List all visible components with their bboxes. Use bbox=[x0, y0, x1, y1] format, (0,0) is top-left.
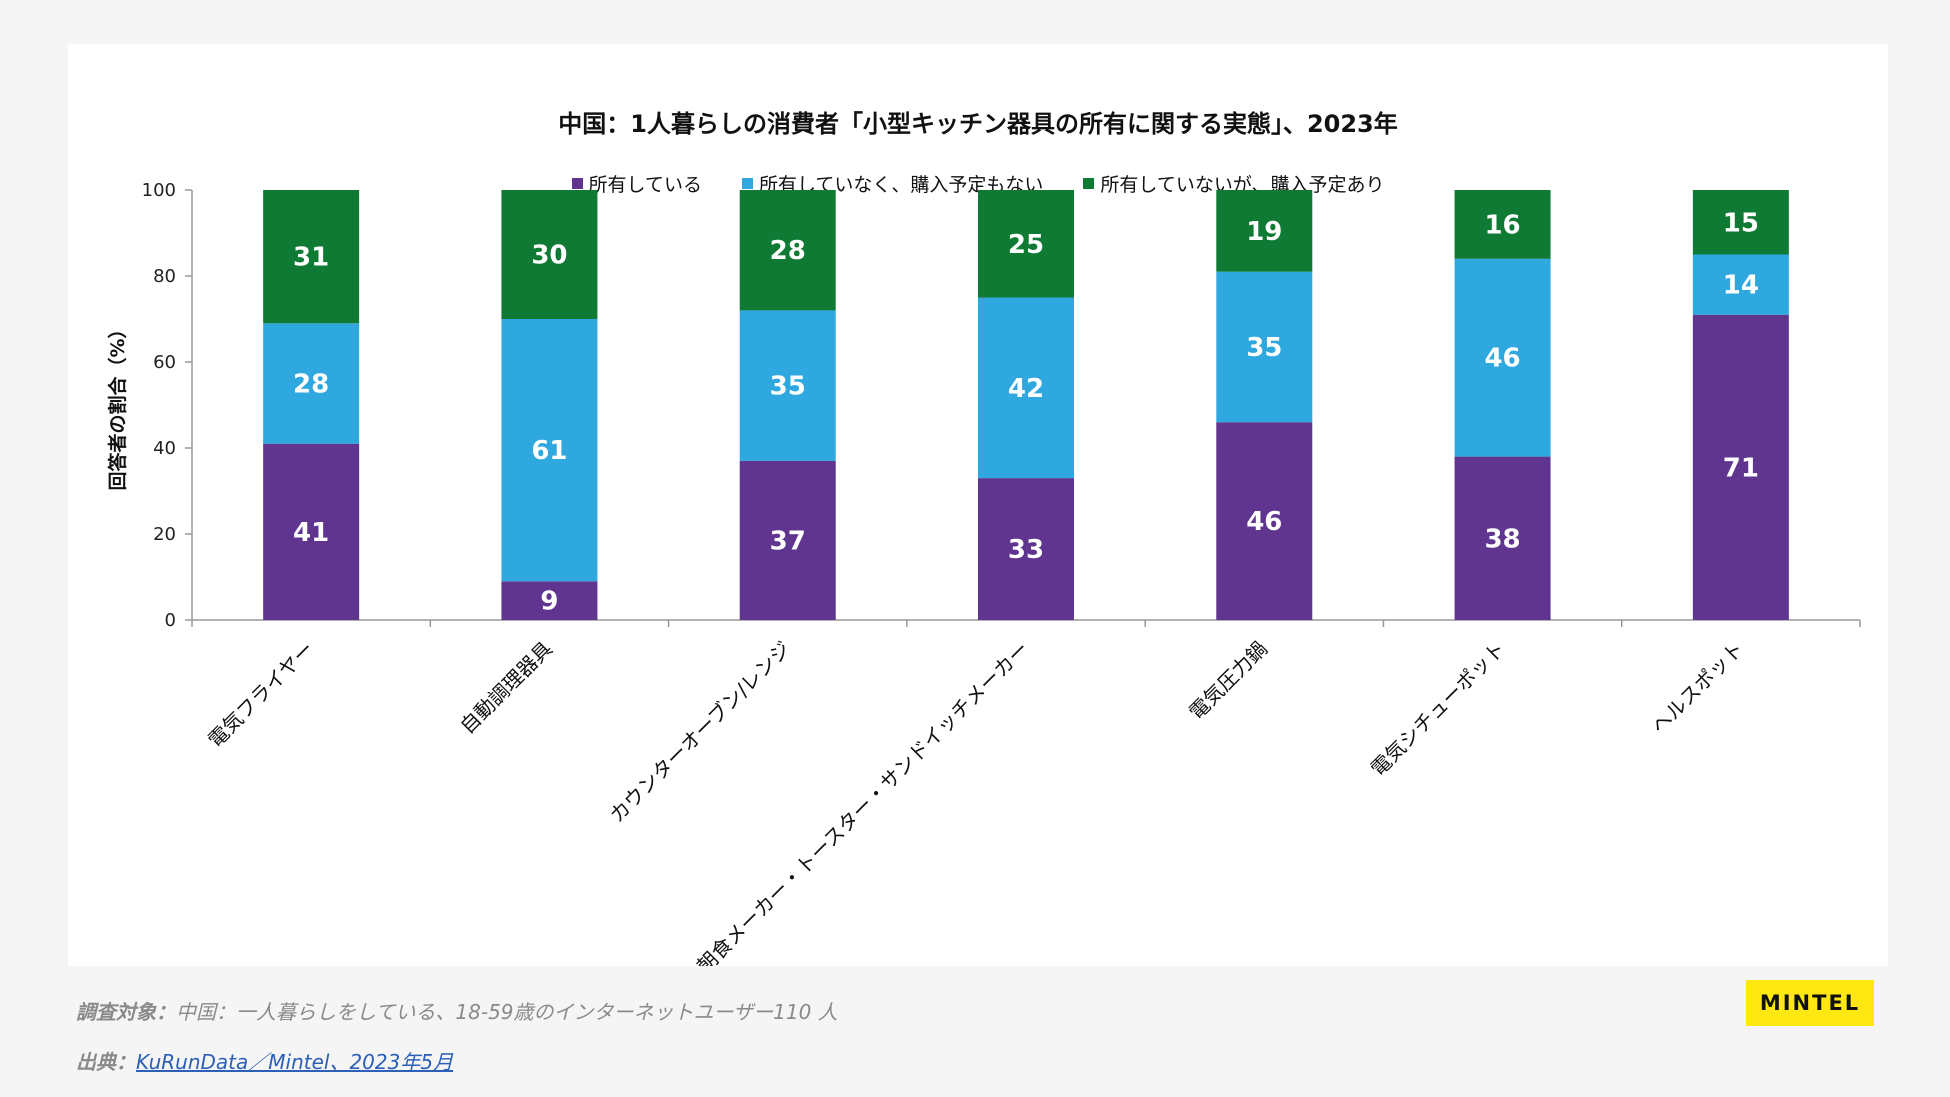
bar-segment bbox=[1216, 190, 1313, 272]
data-label: 61 bbox=[531, 436, 567, 466]
bar-segment bbox=[263, 190, 360, 324]
data-label: 25 bbox=[1008, 230, 1044, 260]
source-label: 出典： bbox=[76, 1050, 136, 1074]
stacked-bar-chart: 0 20 40 60 80 100 回答者の割合（%） 41 28 31 電気フライヤー 9 61 30 自… bbox=[106, 180, 1861, 966]
x-category-label: 自動調理器具 bbox=[455, 637, 557, 739]
data-label: 19 bbox=[1246, 217, 1282, 247]
legend-label-not-owned-plan: 所有していないが、購入予定あり bbox=[1100, 174, 1385, 196]
chart-card: 中国：1人暮らしの消費者「小型キッチン器具の所有に関する実態」、2023年 所有… bbox=[68, 44, 1888, 966]
data-label: 9 bbox=[540, 587, 558, 617]
chart-title: 中国：1人暮らしの消費者「小型キッチン器具の所有に関する実態」、2023年 bbox=[558, 110, 1398, 138]
data-label: 15 bbox=[1723, 208, 1759, 238]
legend-swatch-not-owned-plan bbox=[1083, 178, 1095, 189]
data-label: 30 bbox=[531, 241, 567, 271]
bar-segment bbox=[1454, 258, 1551, 457]
legend-swatch-owned bbox=[571, 178, 583, 189]
data-label: 71 bbox=[1723, 453, 1759, 483]
bar-segment bbox=[1216, 422, 1313, 620]
bar-segment bbox=[1692, 190, 1789, 255]
bar-segment bbox=[739, 190, 836, 311]
data-label: 28 bbox=[770, 236, 806, 266]
x-category-label: 電気シチューポット bbox=[1366, 637, 1510, 781]
source-link[interactable]: KuRunData／Mintel、2023年5月 bbox=[136, 1050, 454, 1074]
x-category-label: 電気圧力鍋 bbox=[1184, 637, 1272, 725]
data-label: 35 bbox=[1246, 333, 1282, 363]
data-label: 37 bbox=[770, 526, 806, 556]
survey-text: 中国：一人暮らしをしている、18-59歳のインターネットユーザー110 人 bbox=[176, 1000, 838, 1024]
x-category-label: カウンターオーブン/レンジ bbox=[605, 637, 796, 828]
bar-segment bbox=[263, 323, 360, 444]
y-tick-label: 20 bbox=[153, 524, 176, 545]
bar-segment bbox=[263, 443, 360, 620]
data-label: 28 bbox=[293, 370, 329, 400]
y-axis-title: 回答者の割合（%） bbox=[106, 319, 129, 490]
x-category-label: 電気フライヤー bbox=[203, 637, 319, 753]
mintel-logo: MINTEL bbox=[1746, 980, 1874, 1026]
data-label: 35 bbox=[770, 372, 806, 402]
source-note: 出典：KuRunData／Mintel、2023年5月 bbox=[76, 1046, 453, 1075]
bar-segment bbox=[1454, 456, 1551, 620]
survey-label: 調査対象： bbox=[76, 1000, 176, 1024]
bar-segment bbox=[1692, 314, 1789, 620]
data-label: 16 bbox=[1484, 210, 1520, 240]
legend-swatch-not-owned-no-plan bbox=[741, 178, 753, 189]
data-label: 38 bbox=[1484, 524, 1520, 554]
bar-segment bbox=[739, 460, 836, 620]
data-label: 31 bbox=[293, 243, 329, 273]
bar-segment bbox=[1454, 190, 1551, 259]
y-tick-label: 40 bbox=[153, 438, 176, 459]
data-label: 14 bbox=[1723, 271, 1759, 301]
data-label: 42 bbox=[1008, 374, 1044, 404]
y-tick-label: 80 bbox=[153, 266, 176, 287]
bar-segment bbox=[978, 190, 1074, 298]
bar-segment bbox=[739, 310, 836, 461]
legend-label-owned: 所有している bbox=[588, 174, 702, 196]
survey-note: 調査対象：中国：一人暮らしをしている、18-59歳のインターネットユーザー110… bbox=[76, 996, 838, 1025]
data-label: 46 bbox=[1246, 507, 1282, 537]
bar-segment bbox=[1216, 271, 1313, 423]
bar-segment bbox=[978, 478, 1074, 620]
bar-segment bbox=[501, 581, 598, 620]
y-tick-label: 0 bbox=[165, 610, 176, 631]
data-label: 46 bbox=[1484, 344, 1520, 374]
data-label: 33 bbox=[1008, 535, 1044, 565]
y-tick-label: 100 bbox=[142, 180, 176, 201]
legend-item-owned: 所有している bbox=[571, 170, 702, 197]
bar-segment bbox=[501, 190, 598, 319]
bar-segment bbox=[978, 297, 1074, 479]
data-label: 41 bbox=[293, 518, 329, 548]
bar-segment bbox=[501, 319, 598, 582]
bar-segment bbox=[1692, 254, 1789, 315]
y-tick-label: 60 bbox=[153, 352, 176, 373]
legend-item-not-owned-plan: 所有していないが、購入予定あり bbox=[1083, 170, 1384, 197]
x-category-label: ヘルスポット bbox=[1647, 637, 1749, 739]
